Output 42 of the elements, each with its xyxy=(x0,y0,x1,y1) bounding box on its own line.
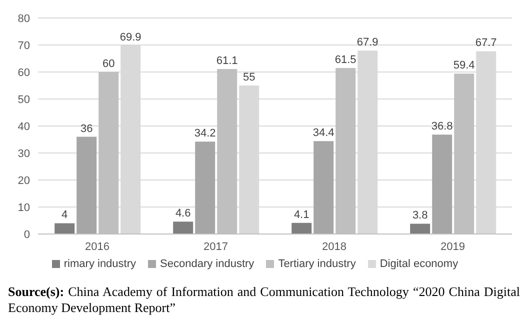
x-tick-label: 2016 xyxy=(85,240,110,253)
bar xyxy=(314,141,334,234)
bar xyxy=(292,222,312,234)
bar xyxy=(76,136,97,234)
legend-label: rimary industry xyxy=(62,258,136,270)
data-label: 4 xyxy=(62,209,68,222)
data-label: 4.6 xyxy=(175,208,191,220)
y-tick-label: 30 xyxy=(18,148,30,160)
data-label: 55 xyxy=(242,72,256,84)
y-tick-label: 20 xyxy=(18,174,30,187)
source-note: Source(s): China Academy of Information and Communication Technology “2020 China Digital Economy Development Report” xyxy=(8,284,520,316)
bar xyxy=(195,142,216,234)
bar xyxy=(173,222,194,234)
y-tick-label: 40 xyxy=(18,120,30,133)
legend-label: Secondary industry xyxy=(159,258,254,270)
data-label: 36.8 xyxy=(431,120,453,133)
bar xyxy=(54,223,75,234)
data-label: 61.1 xyxy=(216,55,238,68)
x-tick-label: 2019 xyxy=(440,240,465,253)
data-label: 67.9 xyxy=(356,36,378,49)
data-label: 34.4 xyxy=(312,127,334,140)
data-label: 59.4 xyxy=(453,60,475,72)
data-label: 34.2 xyxy=(194,128,216,140)
y-tick-label: 10 xyxy=(18,202,30,214)
y-tick-label: 80 xyxy=(18,12,30,25)
legend-label: Tertiary industry xyxy=(277,258,356,270)
data-label: 4.1 xyxy=(294,208,310,221)
y-tick-label: 60 xyxy=(18,66,30,79)
data-label: 69.9 xyxy=(120,31,142,44)
data-label: 3.8 xyxy=(412,210,428,222)
x-tick-label: 2017 xyxy=(204,240,228,253)
bar xyxy=(410,224,430,234)
data-label: 60 xyxy=(102,58,115,70)
data-label: 36 xyxy=(80,122,93,135)
bar xyxy=(432,134,452,234)
y-tick-label: 70 xyxy=(18,40,30,52)
y-tick-label: 50 xyxy=(18,94,30,106)
y-tick-label: 0 xyxy=(24,228,30,241)
data-label: 61.5 xyxy=(334,54,356,66)
data-label: 67.7 xyxy=(475,37,497,50)
legend-label: Digital economy xyxy=(378,258,458,270)
x-tick-label: 2018 xyxy=(322,240,346,253)
